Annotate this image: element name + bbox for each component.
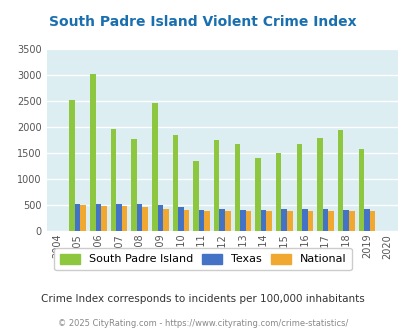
Bar <box>95 204 101 231</box>
Bar <box>142 207 148 231</box>
Bar <box>183 210 189 231</box>
Bar <box>328 211 333 231</box>
Bar <box>363 210 369 231</box>
Bar <box>322 209 328 231</box>
Bar <box>260 210 266 231</box>
Bar <box>204 211 209 231</box>
Bar <box>343 210 348 231</box>
Bar <box>69 100 75 231</box>
Bar <box>358 149 363 231</box>
Bar <box>275 153 281 231</box>
Bar <box>172 135 178 231</box>
Bar <box>316 138 322 231</box>
Bar <box>307 211 313 231</box>
Bar <box>80 205 86 231</box>
Bar <box>101 206 107 231</box>
Bar <box>151 103 157 231</box>
Bar <box>198 210 204 231</box>
Legend: South Padre Island, Texas, National: South Padre Island, Texas, National <box>54 248 351 270</box>
Bar <box>369 211 374 231</box>
Bar <box>281 210 286 231</box>
Bar <box>224 211 230 231</box>
Bar <box>163 209 168 231</box>
Bar <box>266 211 271 231</box>
Bar <box>90 74 95 231</box>
Bar <box>301 210 307 231</box>
Bar <box>213 140 219 231</box>
Bar <box>219 210 224 231</box>
Bar <box>296 145 301 231</box>
Bar <box>255 158 260 231</box>
Bar <box>131 139 136 231</box>
Bar <box>286 211 292 231</box>
Bar <box>136 204 142 231</box>
Bar <box>240 210 245 231</box>
Bar <box>122 206 127 231</box>
Bar <box>234 145 240 231</box>
Bar <box>337 130 343 231</box>
Bar <box>75 204 80 231</box>
Bar <box>157 205 163 231</box>
Text: Crime Index corresponds to incidents per 100,000 inhabitants: Crime Index corresponds to incidents per… <box>41 294 364 304</box>
Bar <box>348 211 354 231</box>
Bar <box>178 207 183 231</box>
Bar <box>110 129 116 231</box>
Text: © 2025 CityRating.com - https://www.cityrating.com/crime-statistics/: © 2025 CityRating.com - https://www.city… <box>58 319 347 328</box>
Bar <box>193 161 198 231</box>
Bar <box>116 204 121 231</box>
Bar <box>245 211 251 231</box>
Text: South Padre Island Violent Crime Index: South Padre Island Violent Crime Index <box>49 15 356 29</box>
